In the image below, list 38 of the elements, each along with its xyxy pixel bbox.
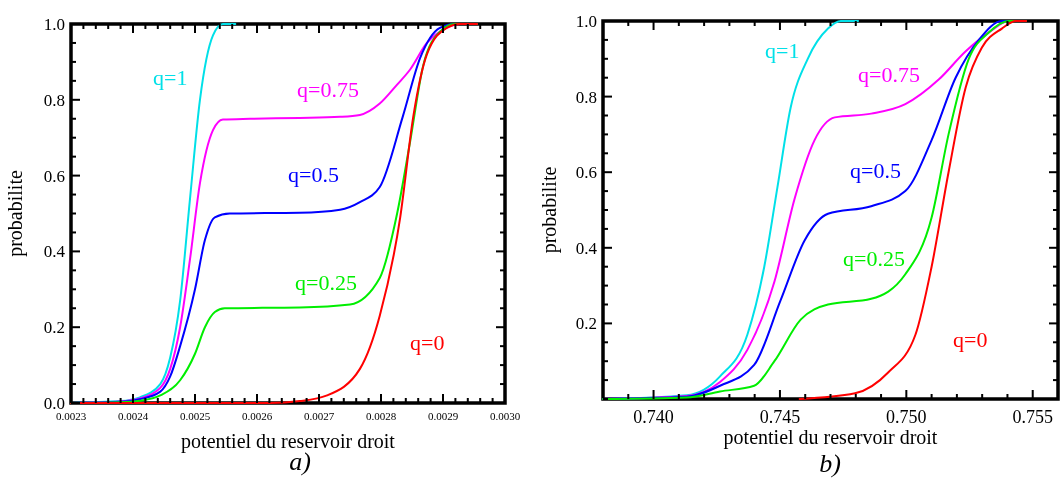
series-label: q=0.5 <box>288 162 339 187</box>
series-label: q=0.75 <box>297 77 359 102</box>
y-axis-title: probabilite <box>538 166 561 254</box>
y-tick-label: 0.6 <box>43 166 65 186</box>
x-tick-label: 0.0024 <box>117 410 149 422</box>
text: b) <box>819 449 841 478</box>
x-tick-label: 0.0028 <box>365 410 397 422</box>
x-tick-label: 0.0029 <box>427 410 459 422</box>
series-label: q=0.5 <box>850 158 901 183</box>
x-tick-label: 0.755 <box>1012 407 1053 427</box>
series-label: q=0 <box>953 327 988 352</box>
y-tick-label: 0.4 <box>575 238 598 258</box>
y-tick-label: 0.8 <box>575 87 597 107</box>
line-series <box>798 20 1028 400</box>
y-tick-label: 1.0 <box>575 12 597 31</box>
y-tick-label: 0.0 <box>43 394 65 413</box>
y-tick-label: 0.2 <box>43 318 65 338</box>
x-tick-label: 0.0026 <box>241 410 273 422</box>
y-tick-label: 0.4 <box>43 242 66 262</box>
y-axis-title: probabilite <box>4 170 27 257</box>
y-tick-label: 0.2 <box>575 314 597 334</box>
y-tick-label: 0.6 <box>575 163 597 183</box>
x-tick-label: 0.0027 <box>303 410 335 422</box>
x-axis-title: potentiel du reservoir droit <box>723 426 938 449</box>
series-label: q=1 <box>153 65 188 90</box>
series-label: q=0 <box>410 330 445 355</box>
x-tick-label: 0.0023 <box>55 410 87 422</box>
series-label: q=0.25 <box>843 246 905 271</box>
y-tick-label: 1.0 <box>43 15 65 34</box>
x-tick-label: 0.0025 <box>179 410 211 422</box>
x-tick-label: 0.740 <box>633 407 674 427</box>
series-label: q=1 <box>765 38 800 63</box>
series-label: q=0.25 <box>295 270 357 295</box>
x-tick-label: 0.0030 <box>489 410 521 422</box>
series-label: q=0.75 <box>858 62 920 87</box>
y-tick-label: 0.8 <box>43 90 65 110</box>
x-tick-label: 0.750 <box>886 407 927 427</box>
x-tick-label: 0.745 <box>759 407 801 427</box>
